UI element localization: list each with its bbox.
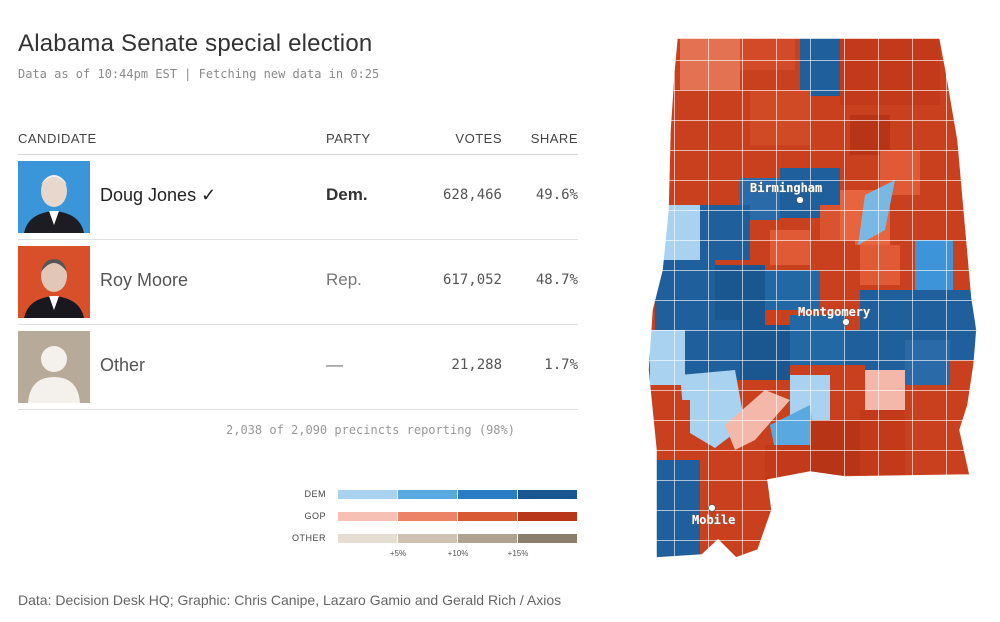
city-label-montgomery: Montgomery: [798, 305, 870, 319]
legend-swatch: [338, 490, 397, 499]
candidate-votes: 628,466: [442, 187, 502, 203]
legend-row-gop: GOP: [286, 507, 578, 529]
legend-tick: +10%: [447, 549, 469, 558]
legend-swatch: [458, 490, 517, 499]
city-label-birmingham: Birmingham: [750, 181, 822, 195]
page-title: Alabama Senate special election: [18, 30, 373, 57]
candidate-share: 1.7%: [544, 357, 578, 373]
city-label-mobile: Mobile: [692, 513, 735, 527]
column-party: PARTY: [326, 131, 371, 146]
legend-swatch: [338, 512, 397, 521]
placeholder-avatar-icon: [18, 331, 90, 403]
candidate-votes: 617,052: [442, 272, 502, 288]
column-share: SHARE: [530, 131, 578, 146]
legend-scale: [338, 534, 578, 543]
legend-label: GOP: [304, 511, 326, 521]
table-row: Doug Jones ✓ Dem. 628,466 49.6%: [18, 155, 578, 240]
city-marker: [842, 318, 850, 326]
legend-swatch: [518, 512, 577, 521]
alabama-county-map: Birmingham Montgomery Mobile: [640, 30, 980, 570]
source-credit: Data: Decision Desk HQ; Graphic: Chris C…: [18, 592, 562, 608]
candidate-name: Other: [100, 355, 146, 375]
legend-row-dem: DEM: [286, 485, 578, 507]
candidate-party: Rep.: [326, 270, 362, 289]
table-row: Roy Moore Rep. 617,052 48.7%: [18, 240, 578, 325]
checkmark-icon: ✓: [201, 185, 217, 205]
map-legend: DEM GOP OTHER +5% +10% +15%: [286, 485, 578, 558]
legend-swatch: [398, 512, 457, 521]
candidate-party: —: [326, 355, 343, 374]
results-table: CANDIDATE PARTY VOTES SHARE Doug Jones ✓…: [18, 122, 578, 410]
legend-row-other: OTHER: [286, 529, 578, 551]
legend-tick: +5%: [389, 549, 407, 558]
table-row: Other — 21,288 1.7%: [18, 325, 578, 410]
candidate-photo: [18, 161, 90, 233]
legend-swatch: [398, 490, 457, 499]
legend-ticks: +5% +10% +15%: [338, 549, 578, 563]
legend-tick: +15%: [507, 549, 529, 558]
candidate-share: 49.6%: [535, 187, 578, 203]
legend-swatch: [458, 534, 517, 543]
column-votes: VOTES: [455, 131, 502, 146]
candidate-party: Dem.: [326, 185, 368, 204]
city-marker: [708, 504, 716, 512]
legend-swatch: [398, 534, 457, 543]
legend-label: DEM: [304, 489, 326, 499]
candidate-share: 48.7%: [535, 272, 578, 288]
candidate-name: Doug Jones ✓: [100, 185, 217, 205]
column-candidate: CANDIDATE: [18, 131, 97, 146]
legend-label: OTHER: [292, 533, 326, 543]
candidate-votes: 21,288: [451, 357, 502, 373]
legend-swatch: [458, 512, 517, 521]
legend-scale: [338, 490, 578, 499]
precincts-reporting: 2,038 of 2,090 precincts reporting (98%): [226, 423, 515, 437]
city-marker: [796, 196, 804, 204]
legend-swatch: [518, 534, 577, 543]
table-header: CANDIDATE PARTY VOTES SHARE: [18, 122, 578, 155]
legend-swatch: [518, 490, 577, 499]
legend-swatch: [338, 534, 397, 543]
legend-scale: [338, 512, 578, 521]
candidate-photo: [18, 246, 90, 318]
data-timestamp: Data as of 10:44pm EST | Fetching new da…: [18, 67, 380, 81]
candidate-name: Roy Moore: [100, 270, 189, 290]
